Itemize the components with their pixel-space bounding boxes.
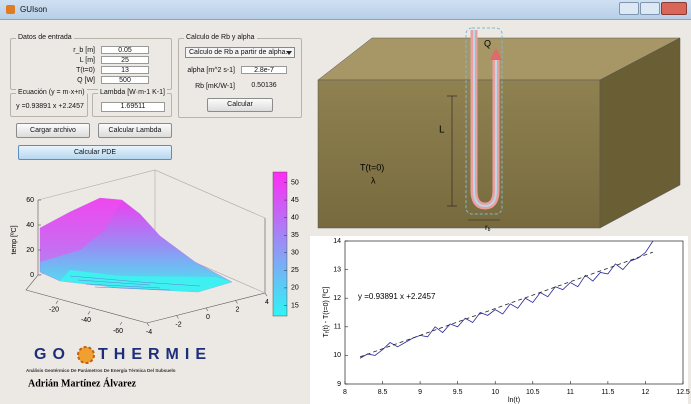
z-tick-label: 40 [26,222,34,229]
fit-annotation: y =0.93891 x +2.2457 [358,292,436,301]
x-tick-label: -40 [81,317,91,324]
colorbar-tick-label: 30 [291,250,299,257]
x-tick-label: 11 [567,389,574,396]
x-axis-label: ln(t) [508,397,520,404]
y-tick-label: 13 [333,266,341,273]
y-tick-label: 9 [337,381,341,388]
y-tick-label: 0 [206,314,210,321]
x-tick-label: 12 [642,389,650,396]
x-tick-label: 11.5 [601,389,614,396]
surface [40,198,232,292]
flow-label: Q [484,38,491,48]
x-tick-label: -20 [49,307,59,314]
y-tick [265,293,267,296]
y-tick-label: 11 [334,324,341,331]
x-tick-label: -60 [113,328,123,335]
surface-plot: temp [ºC] Q L T(t=0) λ rb Tf(t) - T(t=0)… [0,0,691,404]
z-tick-label: 20 [26,247,34,254]
plot-axes [345,241,683,384]
y-tick [147,323,149,326]
colorbar-tick-label: 40 [291,215,299,222]
y-tick [177,316,179,319]
y-tick-label: 4 [265,299,269,306]
ground-front [318,80,600,228]
z-tick-label: 60 [26,197,34,204]
y-tick-label: 10 [333,352,341,359]
y-tick-label: -4 [146,329,152,336]
y-tick-label: 12 [333,295,341,302]
colorbar-tick-label: 15 [291,302,299,309]
x-tick-label: 10 [491,389,499,396]
y-tick-label: -2 [175,321,181,328]
conductivity-label: λ [371,175,376,185]
radius-subscript: b [488,227,491,233]
borehole-diagram: Q L T(t=0) λ rb [318,28,680,233]
x-tick-label: 10.5 [526,389,540,396]
logo: GO THERMIE Análisis Geotérmico De Paráme… [26,346,212,389]
ground-temp-label: T(t=0) [360,162,384,172]
logo-prefix: GO [34,346,71,363]
x-tick-label: 9.5 [453,389,463,396]
logo-tagline: Análisis Geotérmico De Parámetros De Ene… [26,368,176,373]
logo-gear [78,347,94,363]
z-tick-label: 0 [30,272,34,279]
x-tick-label: 8.5 [378,389,388,396]
colorbar-tick-label: 35 [291,232,299,239]
colorbar-tick-label: 45 [291,197,299,204]
x-tick-label: 8 [343,389,347,396]
page: GUIson Datos de entrada r_b [m]0.05L [m]… [0,0,691,404]
colorbar-tick-label: 50 [291,179,299,186]
y-tick-label: 2 [236,306,240,313]
colorbar [273,172,287,316]
x-tick [56,301,58,304]
x-tick [120,322,122,325]
z-axis-label: temp [ºC] [11,225,18,254]
y-label-rest: (t) - T(t=0) [ºC] [323,287,330,332]
logo-suffix: THERMIE [98,346,212,363]
colorbar-tick-label: 20 [291,285,299,292]
y-tick-label: 14 [333,238,341,245]
y-tick [206,308,208,311]
x-tick-label: 12.5 [676,389,690,396]
length-label: L [439,125,445,136]
box-edge [38,170,265,218]
author: Adrián Martínez Álvarez [28,377,137,389]
y-tick [236,301,238,304]
x-tick-label: 9 [418,389,422,396]
colorbar-tick-label: 25 [291,267,299,274]
x-tick [88,311,90,314]
